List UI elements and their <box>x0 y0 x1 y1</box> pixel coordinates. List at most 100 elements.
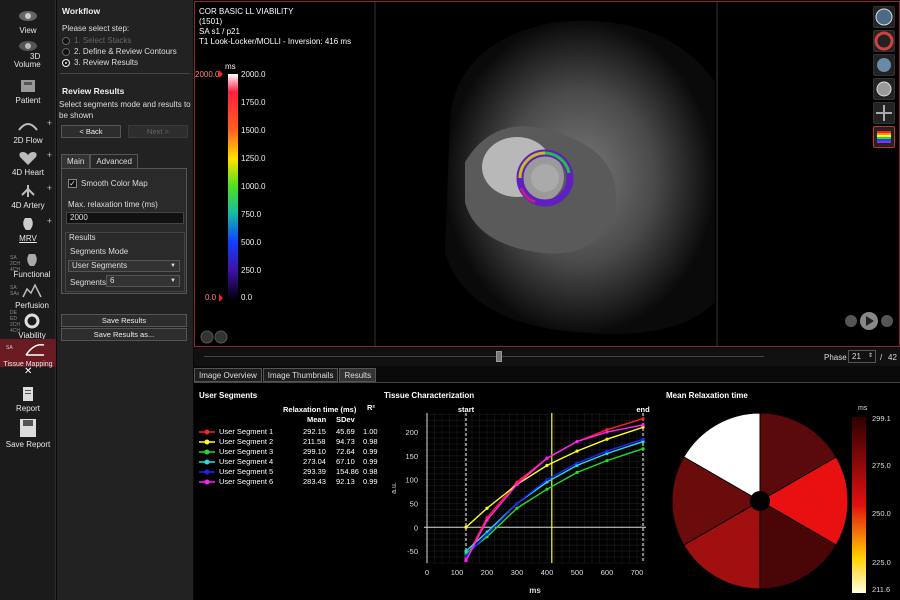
y-tick-label: 200 <box>405 428 418 437</box>
phase-input[interactable]: 21 ⇕ <box>848 350 876 363</box>
rail-tissue-mapping[interactable]: SA Tissue Mapping <box>0 339 56 368</box>
max-relax-input[interactable]: 2000 <box>66 212 184 224</box>
segment-sdev: 67.10 <box>336 457 355 466</box>
step-label: 1. Select Stacks <box>74 36 132 45</box>
image-viewer[interactable]: COR BASIC LL VIABILITY (1501) SA s1 / p2… <box>194 1 900 347</box>
report-icon <box>23 387 33 401</box>
contour-tool-icon[interactable] <box>873 54 895 76</box>
mean-header: Mean <box>307 415 327 424</box>
colorbar-tick: 500.0 <box>241 238 262 247</box>
rail-report[interactable]: Report <box>0 386 56 413</box>
rail-plus[interactable]: + <box>46 216 52 226</box>
rail-plus[interactable]: + <box>46 183 52 193</box>
series-point <box>641 417 645 421</box>
phase-bar: Phase 21 ⇕ / 42 <box>194 348 900 366</box>
bullseye-tool-icon[interactable] <box>873 6 895 28</box>
step-define-contours[interactable]: 2. Define & Review Contours <box>62 47 177 56</box>
back-button[interactable]: < Back <box>61 125 121 138</box>
color-map-tool-icon[interactable] <box>873 126 895 148</box>
spinner-icon[interactable]: ⇕ <box>867 353 873 359</box>
series-point <box>605 437 609 441</box>
rail-viability[interactable]: Viability <box>8 313 56 340</box>
segment-mean: 273.04 <box>303 457 326 466</box>
rail-perfusion-label: Perfusion <box>15 301 49 310</box>
rail-2d-flow[interactable]: + 2D Flow <box>0 118 56 145</box>
segment-name: User Segment 3 <box>219 447 274 456</box>
pie-slice <box>683 500 761 590</box>
segment-legend-icon <box>199 449 215 455</box>
tab-results[interactable]: Results <box>339 368 377 382</box>
segment-r2: 0.99 <box>363 477 378 486</box>
tab-advanced[interactable]: Advanced <box>90 154 138 169</box>
tab-image-thumbnails[interactable]: Image Thumbnails <box>262 368 339 382</box>
segments-mode-select[interactable]: User Segments ▼ <box>68 260 180 272</box>
segment-sdev: 94.73 <box>336 437 355 446</box>
tab-image-overview[interactable]: Image Overview <box>194 368 262 382</box>
rail-4d-heart-label: 4D Heart <box>11 168 44 177</box>
segment-ring-tool-icon[interactable] <box>873 30 895 52</box>
patient-icon <box>21 80 35 92</box>
x-tick-label: 500 <box>571 568 584 577</box>
rail-4d-artery-label: 4D Artery <box>11 201 45 210</box>
save-results-as-button[interactable]: Save Results as... <box>61 328 187 341</box>
segment-row: User Segment 2 211.58 94.73 0.98 <box>199 437 381 447</box>
rail-3d-volume[interactable]: 3D Volume <box>0 38 56 69</box>
step-select-stacks[interactable]: 1. Select Stacks <box>62 36 131 45</box>
rail-save-report[interactable]: Save Report <box>0 418 56 449</box>
rail-4d-heart[interactable]: + 4D Heart <box>0 150 56 177</box>
pie-slice <box>671 456 761 546</box>
rail-plus[interactable]: + <box>46 118 52 128</box>
pie-unit: ms <box>858 405 868 412</box>
next-button[interactable]: Next > <box>128 125 188 138</box>
tissue-chart: 0 100 200 300 400 500 600 700 -50 0 50 100 150 200 ms a… <box>391 405 650 595</box>
x-tick-label: 100 <box>451 568 464 577</box>
smooth-label: Smooth Color Map <box>81 179 148 188</box>
pie-tick: 299.1 <box>872 414 891 423</box>
tab-main[interactable]: Main <box>61 154 91 169</box>
y-axis-label: a.u. <box>391 482 398 494</box>
move-tool-icon[interactable] <box>873 102 895 124</box>
phase-slider-handle[interactable] <box>496 351 502 362</box>
x-tick-label: 600 <box>601 568 614 577</box>
rail-patient-label: Patient <box>15 96 41 105</box>
rail-plus[interactable]: + <box>46 150 52 160</box>
rail-functional[interactable]: Functional <box>8 252 56 279</box>
step-label: 3. Review Results <box>74 58 139 67</box>
review-desc: Select segments mode and results to be s… <box>59 100 191 120</box>
workflow-prompt: Please select step: <box>62 24 130 33</box>
rail-close-icon[interactable]: ✕ <box>24 366 33 377</box>
pie-slice <box>759 500 837 590</box>
chevron-down-icon: ▼ <box>170 278 176 284</box>
rail-mrv[interactable]: + MRV <box>0 216 56 243</box>
rail-perfusion-sub: SA SAx <box>10 285 20 297</box>
smooth-color-map-checkbox[interactable]: ✓ Smooth Color Map <box>68 179 148 188</box>
pie-colorbar <box>852 417 866 593</box>
segments-select[interactable]: 6 ▼ <box>106 275 180 287</box>
colorbar-max-handle[interactable]: 2000.0 <box>195 70 220 79</box>
y-tick-label: 150 <box>405 452 418 461</box>
pie-tick: 275.0 <box>872 461 891 470</box>
phase-track <box>204 356 764 357</box>
ring-tool-icon[interactable] <box>873 78 895 100</box>
pie-tick: 225.0 <box>872 558 891 567</box>
series-point <box>575 449 579 453</box>
rail-view[interactable]: View <box>0 8 56 35</box>
divider <box>60 73 190 74</box>
colorbar-min-handle[interactable]: 0.0 <box>205 293 217 302</box>
series-point <box>575 470 579 475</box>
artery-icon <box>21 185 35 197</box>
series-point <box>545 456 549 460</box>
series-point <box>605 430 609 434</box>
rail-4d-artery[interactable]: + 4D Artery <box>0 183 56 210</box>
series-point <box>605 428 609 432</box>
save-results-button[interactable]: Save Results <box>61 314 187 327</box>
rail-perfusion[interactable]: Perfusion <box>8 283 56 310</box>
segment-row: User Segment 5 293.39 154.86 0.98 <box>199 467 381 477</box>
radio-icon <box>62 47 70 56</box>
step-review-results[interactable]: 3. Review Results <box>62 58 138 67</box>
heart-icon <box>19 152 37 165</box>
image-info: COR BASIC LL VIABILITY (1501) SA s1 / p2… <box>199 7 351 47</box>
rail-patient[interactable]: Patient <box>0 78 56 105</box>
segment-mean: 211.58 <box>303 437 326 446</box>
y-tick-label: 50 <box>410 499 418 508</box>
